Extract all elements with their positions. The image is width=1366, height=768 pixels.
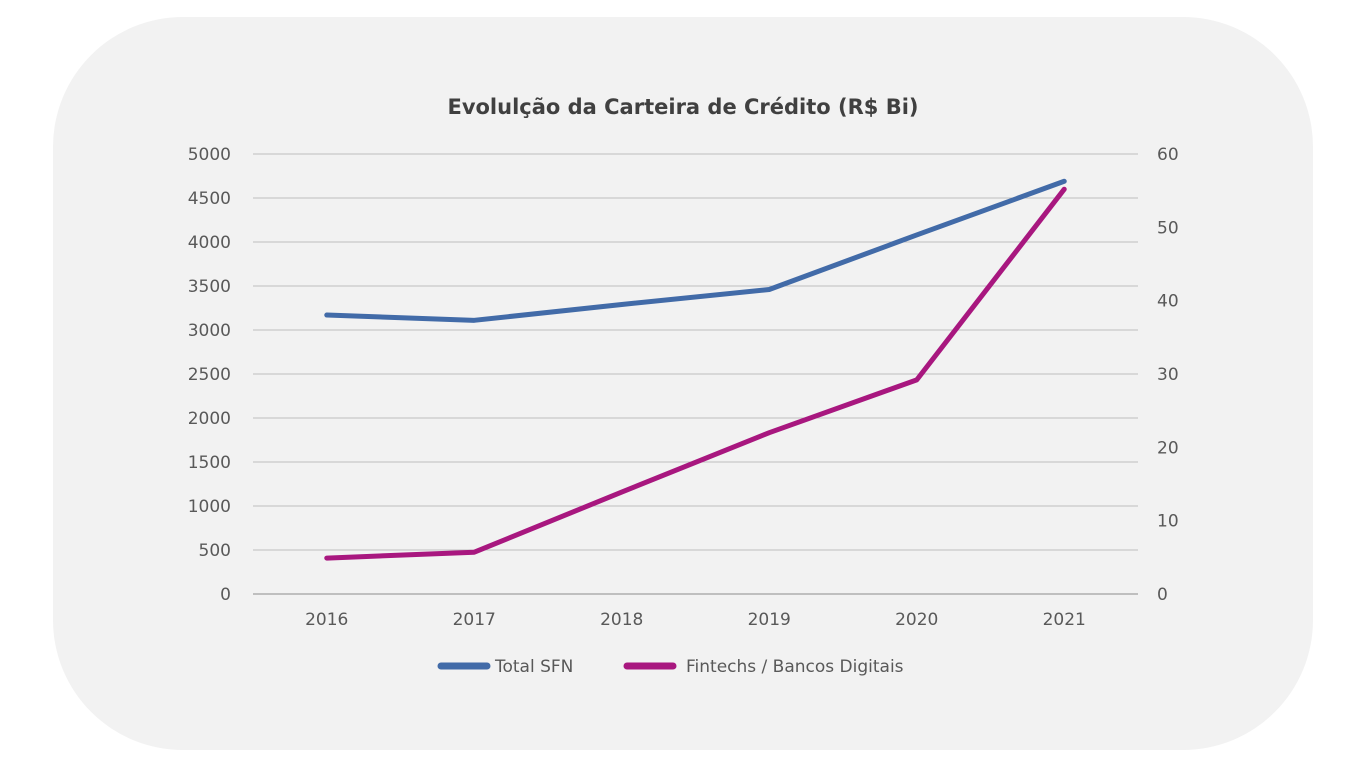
x-tick-label: 2019 xyxy=(748,610,791,630)
y-left-tick-label: 1500 xyxy=(188,453,231,473)
y-left-tick-label: 500 xyxy=(199,541,231,561)
x-tick-label: 2020 xyxy=(895,610,938,630)
y-axis-right: 0 10 20 30 40 50 60 xyxy=(1157,145,1179,605)
legend-label: Total SFN xyxy=(494,657,573,677)
y-left-tick-label: 4500 xyxy=(188,189,231,209)
y-left-tick-label: 4000 xyxy=(188,233,231,253)
x-tick-label: 2016 xyxy=(305,610,348,630)
x-axis: 2016 2017 2018 2019 2020 2021 xyxy=(305,610,1086,630)
y-right-tick-label: 10 xyxy=(1157,512,1179,532)
gridlines xyxy=(253,153,1138,595)
y-right-tick-label: 60 xyxy=(1157,145,1179,165)
series-lines xyxy=(324,178,1067,561)
chart-card xyxy=(53,17,1313,750)
legend-label: Fintechs / Bancos Digitais xyxy=(686,657,904,677)
series-line xyxy=(324,178,1067,323)
x-tick-label: 2018 xyxy=(600,610,643,630)
y-right-tick-label: 20 xyxy=(1157,438,1179,458)
x-tick-label: 2021 xyxy=(1043,610,1086,630)
y-left-tick-label: 3000 xyxy=(188,321,231,341)
y-right-tick-label: 40 xyxy=(1157,292,1179,312)
y-left-tick-label: 2000 xyxy=(188,409,231,429)
legend: Total SFN Fintechs / Bancos Digitais xyxy=(437,657,904,677)
y-left-tick-label: 1000 xyxy=(188,497,231,517)
y-right-tick-label: 0 xyxy=(1157,585,1168,605)
chart-title: Evolulção da Carteira de Crédito (R$ Bi) xyxy=(447,95,918,119)
y-left-tick-label: 0 xyxy=(220,585,231,605)
x-tick-label: 2017 xyxy=(453,610,496,630)
y-left-tick-label: 3500 xyxy=(188,277,231,297)
y-axis-left: 0 500 1000 1500 2000 2500 3000 3500 4000 4500 5000 xyxy=(188,145,231,605)
y-left-tick-label: 2500 xyxy=(188,365,231,385)
y-right-tick-label: 50 xyxy=(1157,218,1179,238)
series-line xyxy=(324,186,1067,561)
y-right-tick-label: 30 xyxy=(1157,365,1179,385)
y-left-tick-label: 5000 xyxy=(188,145,231,165)
